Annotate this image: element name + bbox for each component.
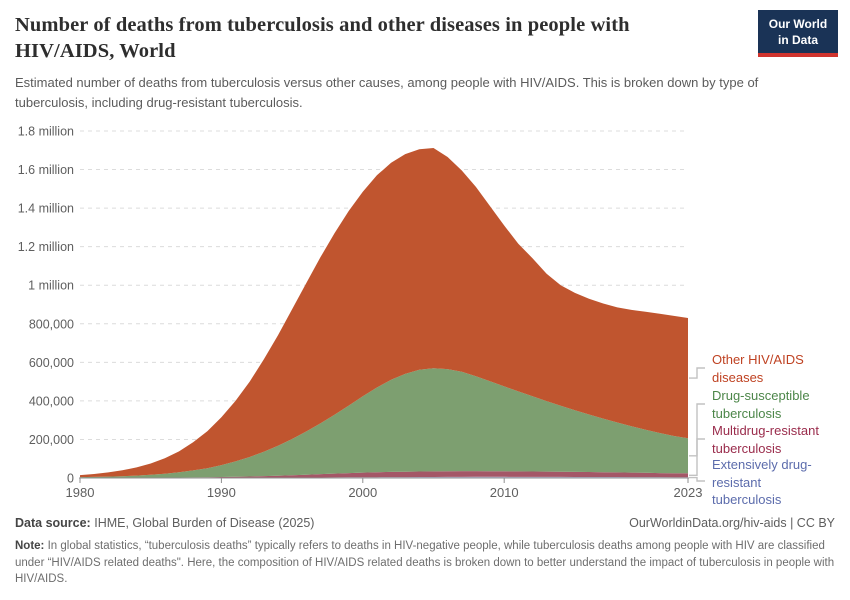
x-axis-tick-label: 1990 xyxy=(207,485,236,500)
data-source-value: IHME, Global Burden of Disease (2025) xyxy=(94,516,315,530)
chart-subtitle: Estimated number of deaths from tubercul… xyxy=(15,75,759,110)
legend-item-extensively-drug-resistant-tuberculosis[interactable]: Extensively drug-resistant tuberculosis xyxy=(712,457,812,507)
y-axis-tick-label: 0 xyxy=(67,472,74,486)
legend-connector-xdr xyxy=(689,476,705,482)
y-axis-tick-label: 1 million xyxy=(28,279,74,293)
legend-connector-other xyxy=(689,367,705,379)
data-source-label: Data source: xyxy=(15,516,91,530)
y-axis-tick-label: 1.2 million xyxy=(18,240,74,254)
area-mdr[interactable] xyxy=(80,471,688,478)
x-axis-tick-label: 2023 xyxy=(674,485,703,500)
y-axis-tick-label: 1.8 million xyxy=(18,125,74,139)
x-axis-tick-label: 2010 xyxy=(490,485,519,500)
y-axis-tick-label: 1.6 million xyxy=(18,163,74,177)
chart-title: Number of deaths from tuberculosis and o… xyxy=(15,14,630,63)
note-label: Note: xyxy=(15,540,45,552)
legend-item-drug-susceptible-tuberculosis[interactable]: Drug-susceptible tuberculosis xyxy=(712,388,810,421)
y-axis-tick-label: 800,000 xyxy=(29,317,74,331)
y-axis-tick-label: 1.4 million xyxy=(18,202,74,216)
y-axis-tick-label: 400,000 xyxy=(29,394,74,408)
chart-header: Number of deaths from tuberculosis and o… xyxy=(15,12,835,112)
legend-connector-mdr xyxy=(689,438,705,476)
area-ds[interactable] xyxy=(80,368,688,478)
legend-item-other-hiv-aids-diseases[interactable]: Other HIV/AIDS diseases xyxy=(712,352,804,385)
y-axis-tick-label: 600,000 xyxy=(29,356,74,370)
area-other[interactable] xyxy=(80,148,688,478)
owid-logo-line2: in Data xyxy=(777,32,818,47)
owid-logo-line1: Our World xyxy=(768,17,828,31)
x-axis-tick-label: 2000 xyxy=(348,485,377,500)
y-axis-tick-label: 200,000 xyxy=(29,433,74,447)
legend-item-multidrug-resistant-tuberculosis[interactable]: Multidrug-resistant tuberculosis xyxy=(712,423,819,456)
legend-connector-ds xyxy=(689,403,705,457)
data-source-line: Data source: IHME, Global Burden of Dise… xyxy=(15,516,314,530)
owid-logo: Our World in Data xyxy=(758,10,838,58)
x-axis-tick-label: 1980 xyxy=(66,485,95,500)
attribution-link[interactable]: OurWorldinData.org/hiv-aids | CC BY xyxy=(629,516,835,530)
footer-source-row: Data source: IHME, Global Burden of Dise… xyxy=(15,516,835,530)
note-text: In global statistics, “tuberculosis deat… xyxy=(15,540,835,586)
footer-note: Note: In global statistics, “tuberculosi… xyxy=(15,538,836,588)
